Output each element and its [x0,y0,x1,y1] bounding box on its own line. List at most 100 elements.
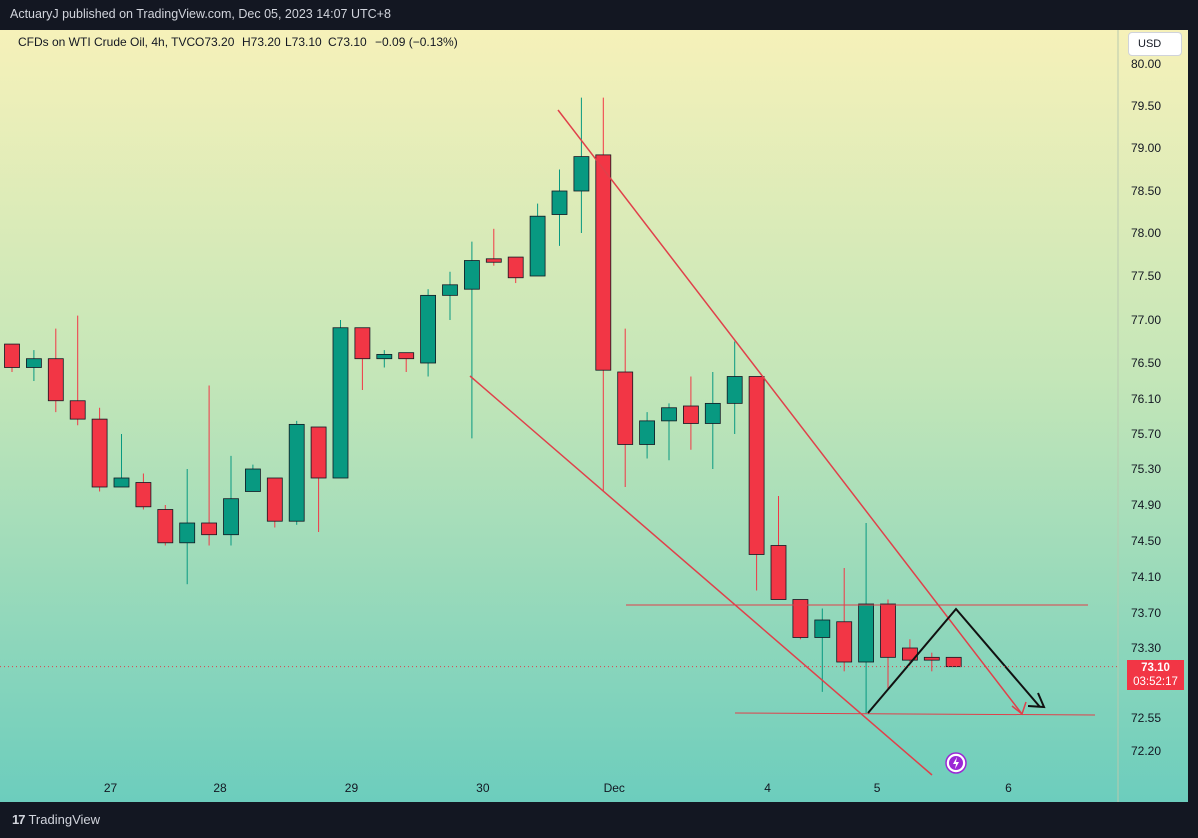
candle [179,469,196,585]
candle-body [748,376,765,555]
candle-body [244,468,261,492]
candle-body [617,371,634,445]
upper-trendline[interactable] [557,109,1023,715]
candle [726,341,743,434]
candle-body [91,418,108,488]
ohlc-open: O73.20 [195,35,235,49]
candle [814,608,831,692]
candle-body [266,477,283,522]
candle-body [398,352,415,360]
ohlc-high: H73.20 [242,35,281,49]
candle [442,271,458,320]
candle-body [442,284,458,296]
candle [792,599,809,640]
x-tick-label: Dec [604,781,625,795]
tradingview-brand-text: TradingView [28,812,101,827]
candle [201,385,218,546]
projection-path[interactable] [867,607,1041,714]
x-tick-label: 29 [345,781,359,795]
candle [945,656,962,668]
candle-body [858,603,874,663]
candle-body [179,522,196,544]
ohlc-close: C73.10 [328,35,367,49]
candle [420,289,437,377]
candle-body [770,545,787,600]
y-tick-label: 73.30 [1131,641,1161,655]
candle [748,376,765,591]
candle [223,455,239,546]
lower-trendline[interactable] [469,375,933,776]
candle-body [47,358,64,402]
time-axis[interactable]: 27 28 29 30 Dec 4 5 6 [104,781,1012,795]
candle-body [726,376,743,404]
candle-body [814,619,831,638]
lightning-icon[interactable] [945,752,967,774]
candle [617,328,634,487]
candle [704,372,721,469]
candle-body [507,256,524,279]
candle [485,228,502,266]
candle-body [354,327,371,360]
candle [157,505,174,546]
y-tick-label: 77.00 [1131,313,1161,327]
candle-body [223,498,239,536]
last-price-value: 73.10 [1141,662,1170,674]
candle-body [945,656,962,668]
y-tick-label: 76.50 [1131,356,1161,370]
y-tick-label: 79.50 [1131,99,1161,113]
y-tick-label: 80.00 [1131,57,1161,71]
candle [376,350,393,368]
support-line[interactable] [734,712,1096,716]
candle [332,320,349,479]
last-price-tag: 73.10 03:52:17 [1127,660,1184,690]
candle-body [463,260,480,290]
projection-arrow-head [1027,692,1046,709]
symbol-info: CFDs on WTI Crude Oil, 4h, TVC [18,35,195,49]
candle [288,420,305,525]
x-tick-label: 4 [764,781,771,795]
tradingview-logo[interactable]: 17 TradingView [12,812,100,827]
x-tick-label: 5 [874,781,881,795]
candle-body [420,294,437,364]
candle [4,343,20,372]
candle [858,523,874,714]
x-tick-label: 28 [213,781,227,795]
y-tick-label: 79.00 [1131,141,1161,155]
legend: CFDs on WTI Crude Oil, 4h, TVC O73.20 H7… [18,35,458,49]
candle [69,315,86,426]
candle-body [573,156,590,192]
candle-body [595,154,612,371]
candle [398,352,415,372]
candle [135,473,152,510]
drawings[interactable] [0,109,1118,776]
candle [463,241,480,439]
x-tick-label: 30 [476,781,490,795]
candle [244,464,261,492]
candle [923,652,940,672]
candle-body [4,343,20,368]
candle [551,169,568,246]
ohlc-low: L73.10 [285,35,322,49]
y-tick-label: 74.10 [1131,570,1161,584]
candle-body [529,215,546,277]
candle-body [639,420,655,445]
candle-body [135,482,152,508]
candle-body [69,400,86,420]
candle-body [836,621,853,663]
candle [354,327,371,390]
chart-background [0,30,1188,802]
currency-button[interactable]: USD [1128,32,1182,56]
candle-body [551,190,568,215]
candle-body [792,599,809,638]
y-tick-label: 72.20 [1131,744,1161,758]
trendline-arrow-head [1011,701,1027,716]
candle-body [485,258,502,263]
candle-body [113,477,130,488]
chart-area[interactable]: 80.00 79.50 79.00 78.50 78.00 77.50 77.00 76.50… [0,30,1188,802]
candle [113,434,130,488]
candle [639,412,655,459]
candle-body [661,407,677,422]
price-axis[interactable]: 80.00 79.50 79.00 78.50 78.00 77.50 77.00 76.50… [1131,57,1161,758]
y-tick-label: 78.00 [1131,226,1161,240]
candle-body [683,405,699,424]
